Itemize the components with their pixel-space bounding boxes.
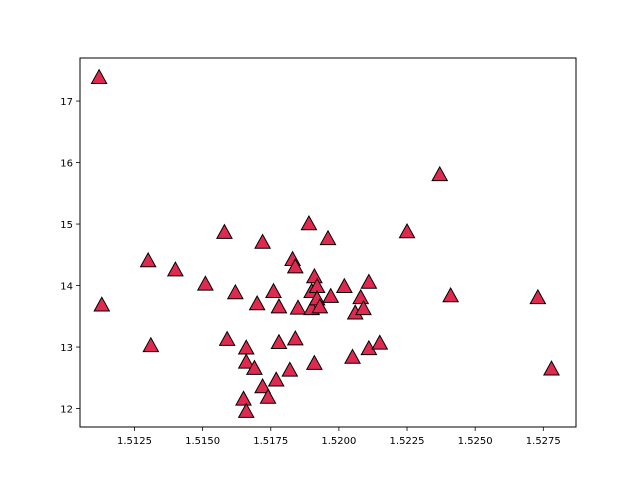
- scatter-point: [442, 286, 460, 303]
- scatter-point: [93, 296, 111, 312]
- x-axis: 1.5125 1.5150 1.5175 1.5200 1.5225 1.5250 1.52…: [117, 427, 561, 447]
- scatter-point: [139, 251, 157, 268]
- scatter-point: [265, 282, 282, 298]
- scatter-point: [289, 299, 307, 315]
- scatter-point: [166, 261, 184, 277]
- y-tick-label: 16: [60, 159, 73, 170]
- y-tick-label: 15: [60, 220, 73, 231]
- x-tick-label: 1.5200: [321, 436, 356, 447]
- x-tick-label: 1.5150: [185, 436, 220, 447]
- scatter-point: [354, 299, 372, 316]
- scatter-point: [270, 333, 288, 350]
- x-tick-label: 1.5275: [526, 436, 561, 447]
- scatter-point: [543, 360, 560, 376]
- scatter-point: [300, 215, 318, 231]
- scatter-point: [352, 288, 370, 305]
- y-tick-label: 17: [60, 97, 73, 108]
- scatter-point: [281, 361, 299, 377]
- scatter-point: [286, 330, 304, 346]
- scatter-point: [142, 336, 160, 353]
- x-tick-label: 1.5250: [458, 436, 493, 447]
- scatter-point: [398, 223, 416, 239]
- x-tick-label: 1.5225: [390, 436, 425, 447]
- scatter-point: [259, 388, 277, 404]
- scatter-point: [226, 283, 244, 300]
- plot-frame: [79, 57, 577, 428]
- scatter-point: [335, 277, 353, 294]
- scatter-point: [245, 359, 263, 375]
- scatter-point: [254, 233, 272, 249]
- y-tick-label: 14: [60, 282, 73, 293]
- scatter-point: [90, 68, 108, 84]
- scatter-point: [254, 377, 272, 394]
- scatter-point: [371, 334, 389, 350]
- scatter-point: [305, 354, 323, 370]
- scatter-point: [311, 298, 329, 314]
- x-tick-label: 1.5175: [253, 436, 288, 447]
- y-tick-label: 13: [60, 343, 73, 354]
- scatter-point: [360, 273, 378, 289]
- scatter-point: [529, 288, 547, 305]
- scatter-point: [235, 390, 252, 406]
- scatter-point: [322, 287, 340, 303]
- y-tick-label: 12: [60, 405, 73, 416]
- scatter-point: [270, 298, 288, 314]
- scatter-point: [286, 258, 304, 274]
- scatter-point: [248, 294, 266, 311]
- scatter-point: [218, 330, 236, 346]
- scatter-point: [431, 165, 449, 182]
- scatter-point: [196, 275, 214, 291]
- scatter-point: [237, 353, 255, 369]
- scatter-point: [237, 402, 255, 418]
- scatter-point: [267, 371, 285, 387]
- data-points: [90, 68, 560, 418]
- scatter-point: [319, 229, 337, 246]
- x-tick-label: 1.5125: [117, 436, 152, 447]
- scatter-point: [215, 223, 233, 239]
- scatter-point: [344, 348, 361, 364]
- y-axis: 12 13 14 15 16 17: [60, 97, 80, 416]
